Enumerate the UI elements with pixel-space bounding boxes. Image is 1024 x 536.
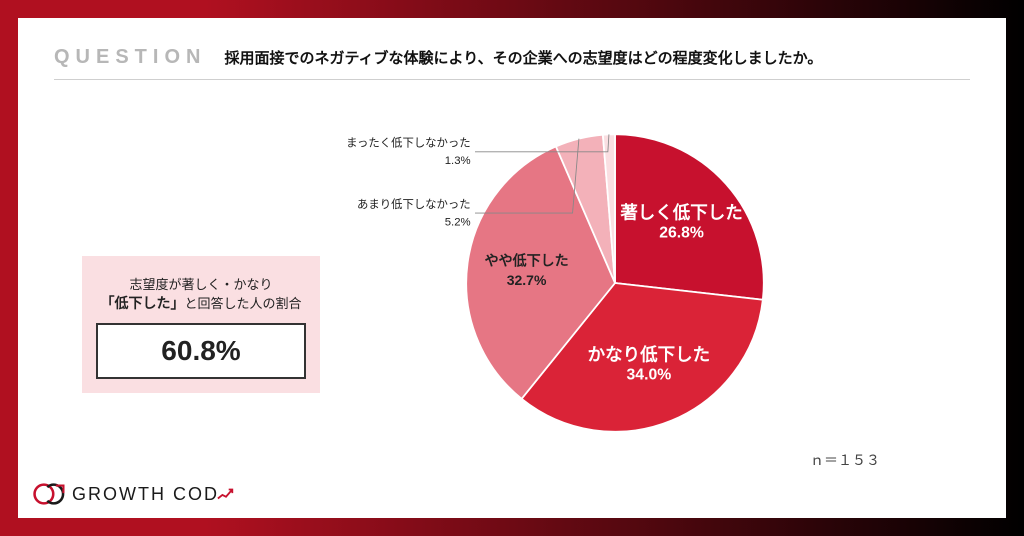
summary-line2: 「低下した」と回答した人の割合 — [96, 293, 306, 313]
summary-value: 60.8% — [96, 323, 306, 379]
logo-text: GROWTH COD — [72, 484, 235, 505]
summary-tail: と回答した人の割合 — [184, 296, 301, 311]
logo-arrow-icon — [219, 487, 235, 501]
slice-pct: 5.2% — [445, 216, 471, 228]
slice-label: あまり低下しなかった — [357, 198, 471, 211]
pie-chart: 著しく低下した26.8%かなり低下した34.0%やや低下した32.7%あまり低下… — [440, 108, 790, 458]
question-label: QUESTION — [54, 46, 206, 69]
slice-pct: 32.7% — [507, 272, 547, 288]
slice-pct: 1.3% — [445, 155, 471, 167]
slice-label: かなり低下した — [588, 344, 711, 364]
logo: GROWTH COD — [32, 480, 235, 508]
slice-pct: 26.8% — [659, 225, 704, 242]
divider — [54, 79, 970, 80]
summary-strong: 「低下した」 — [100, 295, 184, 311]
summary-box: 志望度が著しく・かなり 「低下した」と回答した人の割合 60.8% — [82, 256, 320, 393]
slice-pct: 34.0% — [627, 367, 672, 384]
slice-label: 著しく低下した — [620, 202, 742, 222]
card: QUESTION 採用面接でのネガティブな体験により、その企業への志望度はどの程… — [18, 18, 1006, 518]
question-row: QUESTION 採用面接でのネガティブな体験により、その企業への志望度はどの程… — [54, 46, 970, 69]
question-text: 採用面接でのネガティブな体験により、その企業への志望度はどの程度変化しましたか。 — [224, 47, 822, 68]
n-note: ｎ＝１５３ — [810, 450, 880, 470]
summary-line1: 志望度が著しく・かなり — [96, 274, 306, 293]
chart-area: 志望度が著しく・かなり 「低下した」と回答した人の割合 60.8% 著しく低下し… — [54, 88, 970, 488]
logo-mark-icon — [32, 480, 66, 508]
slice-label: やや低下した — [485, 253, 569, 269]
slice-label: まったく低下しなかった — [346, 137, 471, 150]
